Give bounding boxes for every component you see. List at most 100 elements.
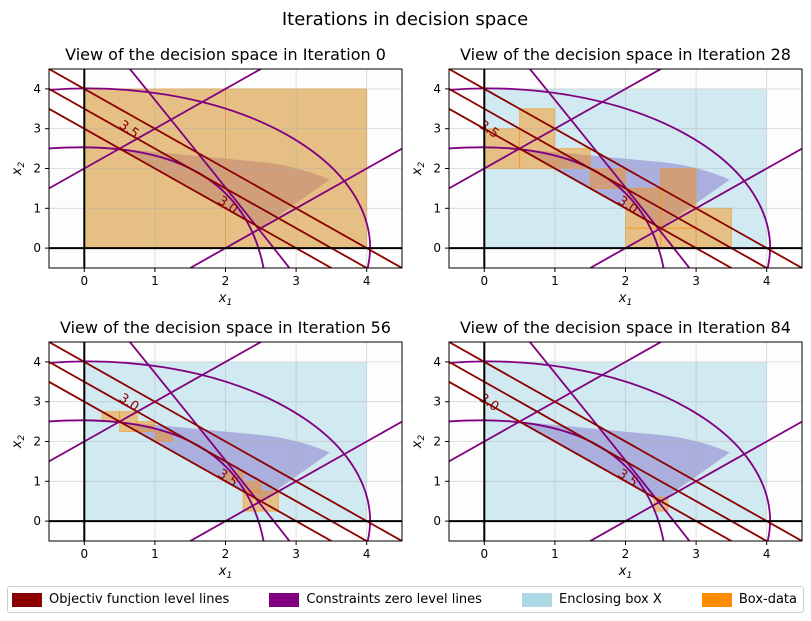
objective-line-3 bbox=[49, 381, 332, 541]
y-tick-label: 4 bbox=[33, 355, 41, 369]
x-axis-label: x1 bbox=[218, 564, 232, 581]
x-tick-label: 2 bbox=[222, 274, 230, 288]
constraint-line-1 bbox=[49, 69, 263, 190]
y-tick-label: 0 bbox=[433, 514, 441, 528]
x-axis-label: x1 bbox=[618, 291, 632, 308]
y-axis-label: x2 bbox=[10, 435, 27, 450]
objective-line-4 bbox=[449, 69, 802, 268]
box-data-9 bbox=[695, 207, 732, 249]
objective-line-3.5 bbox=[49, 88, 368, 268]
y-tick-label: 0 bbox=[433, 241, 441, 255]
plot-area: 3.53.0 bbox=[49, 69, 402, 268]
objective-line-4 bbox=[449, 342, 802, 541]
subplot-2: View of the decision space in Iteration … bbox=[410, 45, 803, 308]
objective-line-3 bbox=[449, 381, 732, 541]
x-axis-label: x1 bbox=[618, 564, 632, 581]
x-tick-label: 1 bbox=[151, 274, 159, 288]
plot-area: 3.03.5 bbox=[49, 342, 402, 541]
y-tick-label: 4 bbox=[433, 82, 441, 96]
objective-line-3 bbox=[449, 108, 732, 268]
x-tick-label: 0 bbox=[480, 274, 488, 288]
y-tick-label: 3 bbox=[433, 395, 441, 409]
y-tick-label: 2 bbox=[33, 435, 41, 449]
subplot-title: View of the decision space in Iteration … bbox=[460, 45, 791, 64]
y-tick-label: 2 bbox=[433, 162, 441, 176]
constraint-line-1 bbox=[449, 342, 663, 463]
legend-swatch-box-data bbox=[701, 592, 732, 607]
y-tick-label: 3 bbox=[33, 122, 41, 136]
x-tick-label: 2 bbox=[622, 547, 630, 561]
y-tick-label: 1 bbox=[33, 474, 41, 488]
box-data-2 bbox=[119, 411, 138, 433]
y-axis-label: x2 bbox=[410, 162, 427, 177]
x-tick-label: 1 bbox=[551, 274, 559, 288]
x-tick-label: 0 bbox=[80, 274, 88, 288]
constraint-arc-large bbox=[449, 360, 771, 541]
constraint-arc-inner bbox=[528, 342, 691, 541]
y-tick-label: 1 bbox=[433, 201, 441, 215]
legend-label-enclosing-box: Enclosing box X bbox=[559, 592, 662, 607]
constraint-line-2 bbox=[189, 147, 402, 268]
objective-line-3.5 bbox=[49, 361, 368, 541]
legend-label-objective: Objectiv function level lines bbox=[49, 592, 230, 607]
y-tick-label: 1 bbox=[433, 474, 441, 488]
x-tick-label: 1 bbox=[151, 547, 159, 561]
y-tick-label: 0 bbox=[33, 514, 41, 528]
y-axis-label: x2 bbox=[10, 162, 27, 177]
legend-item-enclosing-box: Enclosing box X bbox=[522, 592, 662, 607]
x-tick-label: 0 bbox=[80, 547, 88, 561]
x-tick-label: 3 bbox=[692, 274, 700, 288]
subplot-4: View of the decision space in Iteration … bbox=[410, 318, 803, 581]
y-tick-label: 2 bbox=[433, 435, 441, 449]
legend-swatch-constraints bbox=[269, 592, 300, 607]
objective-line-4 bbox=[49, 342, 402, 541]
x-tick-label: 2 bbox=[622, 274, 630, 288]
subplot-title: View of the decision space in Iteration … bbox=[460, 318, 791, 337]
x-tick-label: 3 bbox=[692, 547, 700, 561]
legend-item-objective: Objectiv function level lines bbox=[12, 592, 229, 607]
y-tick-label: 4 bbox=[433, 355, 441, 369]
x-tick-label: 0 bbox=[480, 547, 488, 561]
objective-line-4 bbox=[49, 69, 402, 268]
legend-swatch-objective bbox=[12, 592, 42, 607]
subplot-title: View of the decision space in Iteration … bbox=[60, 318, 391, 337]
x-tick-label: 4 bbox=[763, 274, 771, 288]
x-tick-label: 2 bbox=[222, 547, 230, 561]
objective-line-3.5 bbox=[449, 361, 768, 541]
constraint-line-1 bbox=[49, 342, 263, 463]
x-axis-label: x1 bbox=[218, 291, 232, 308]
constraint-line-2 bbox=[589, 420, 802, 541]
constraint-arc-inner bbox=[528, 69, 691, 268]
legend: Objectiv function level lines Constraint… bbox=[7, 586, 804, 613]
constraint-arc-large bbox=[449, 87, 771, 268]
constraint-line-2 bbox=[189, 420, 402, 541]
subplot-title: View of the decision space in Iteration … bbox=[65, 45, 386, 64]
y-tick-label: 0 bbox=[33, 241, 41, 255]
y-tick-label: 4 bbox=[33, 82, 41, 96]
legend-label-constraints: Constraints zero level lines bbox=[306, 592, 482, 607]
constraint-arc-inner bbox=[128, 69, 291, 268]
constraint-line-1 bbox=[449, 69, 663, 190]
x-tick-label: 3 bbox=[292, 547, 300, 561]
legend-swatch-enclosing-box bbox=[522, 592, 553, 607]
y-tick-label: 1 bbox=[33, 201, 41, 215]
y-axis-label: x2 bbox=[410, 435, 427, 450]
x-tick-label: 1 bbox=[551, 547, 559, 561]
figure-title: Iterations in decision space bbox=[282, 9, 528, 30]
constraint-line-2 bbox=[589, 147, 802, 268]
constraint-arc-large bbox=[49, 87, 371, 268]
constraint-arc-inner bbox=[128, 342, 291, 541]
subplot-3: View of the decision space in Iteration … bbox=[10, 318, 403, 581]
x-tick-label: 4 bbox=[363, 274, 371, 288]
legend-item-constraints: Constraints zero level lines bbox=[269, 592, 482, 607]
x-tick-label: 4 bbox=[363, 547, 371, 561]
objective-line-3.5 bbox=[449, 88, 768, 268]
objective-line-3 bbox=[49, 108, 332, 268]
x-tick-label: 4 bbox=[763, 547, 771, 561]
y-tick-label: 3 bbox=[33, 395, 41, 409]
y-tick-label: 3 bbox=[433, 122, 441, 136]
plot-area: 3.53.0 bbox=[449, 69, 802, 268]
y-tick-label: 2 bbox=[33, 162, 41, 176]
constraint-arc-large bbox=[49, 360, 371, 541]
